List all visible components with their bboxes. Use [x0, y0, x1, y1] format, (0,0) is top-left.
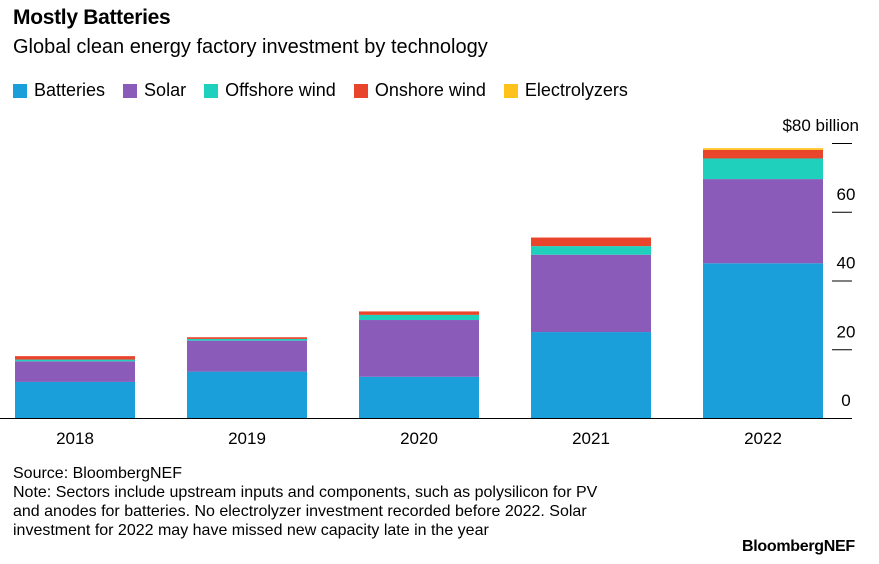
bar-2019-onshore-wind	[187, 337, 307, 339]
legend-item-solar: Solar	[123, 80, 186, 101]
stacked-bar-chart: 2018 2019 2020 2021 2022 0 20 40 60 $80 billion	[0, 116, 859, 448]
legend-swatch-offshore-wind	[204, 83, 219, 98]
legend-swatch-batteries	[13, 83, 27, 98]
bar-2018-offshore-wind	[15, 359, 135, 362]
chart-title: Mostly Batteries	[13, 6, 171, 29]
note-line-3: investment for 2022 may have missed new …	[13, 522, 489, 539]
bar-2021-onshore-wind	[531, 237, 651, 247]
note-line-1: Note: Sectors include upstream inputs an…	[13, 484, 598, 501]
bar-2021-batteries	[531, 332, 651, 418]
bar-2022-onshore-wind	[703, 149, 823, 159]
chart-subtitle: Global clean energy factory investment b…	[13, 36, 488, 58]
bar-2018-batteries	[15, 381, 135, 418]
y-tick-label-60: 60	[837, 185, 856, 204]
y-axis-unit-label: $80 billion	[782, 116, 859, 135]
legend-item-electrolyzers: Electrolyzers	[503, 80, 628, 101]
bar-2019-solar	[187, 340, 307, 372]
y-tick-label-20: 20	[837, 322, 856, 341]
x-tick-label-2022: 2022	[744, 429, 782, 448]
legend-swatch-electrolyzers	[503, 83, 518, 98]
bar-2020-onshore-wind	[359, 311, 479, 315]
note-line-2: and anodes for batteries. No electrolyze…	[13, 503, 587, 520]
bar-2018-onshore-wind	[15, 356, 135, 360]
y-tick-label-0: 0	[841, 391, 850, 410]
bar-2019-offshore-wind	[187, 338, 307, 341]
bar-2022-electrolyzers	[703, 148, 823, 150]
x-tick-label-2020: 2020	[400, 429, 438, 448]
bar-2020-solar	[359, 320, 479, 377]
bar-2020-offshore-wind	[359, 314, 479, 321]
legend-label-solar: Solar	[144, 80, 187, 100]
legend-item-batteries: Batteries	[13, 80, 105, 101]
x-tick-label-2018: 2018	[56, 429, 94, 448]
bar-2019-batteries	[187, 371, 307, 418]
legend-item-offshore-wind: Offshore wind	[204, 80, 336, 101]
bar-2022-batteries	[703, 263, 823, 418]
legend: Batteries Solar Offshore wind Onshore wi…	[13, 80, 646, 101]
source-text: Source: BloombergNEF	[13, 465, 182, 482]
bar-2020-batteries	[359, 376, 479, 418]
footer-notes: Source: BloombergNEF Note: Sectors inclu…	[13, 464, 713, 540]
legend-label-batteries: Batteries	[34, 80, 106, 100]
bar-2021-offshore-wind	[531, 246, 651, 255]
bar-2018-solar	[15, 361, 135, 382]
legend-swatch-solar	[123, 83, 138, 98]
legend-item-onshore-wind: Onshore wind	[353, 80, 486, 101]
bar-2022-solar	[703, 179, 823, 264]
legend-label-offshore-wind: Offshore wind	[225, 80, 336, 100]
y-tick-label-40: 40	[837, 254, 856, 273]
legend-label-onshore-wind: Onshore wind	[374, 80, 486, 100]
brand-logo-text: BloombergNEF	[742, 538, 855, 555]
x-tick-label-2019: 2019	[228, 429, 266, 448]
legend-label-electrolyzers: Electrolyzers	[524, 80, 628, 100]
bar-2021-solar	[531, 254, 651, 333]
legend-swatch-onshore-wind	[353, 83, 368, 98]
bar-2022-offshore-wind	[703, 158, 823, 180]
x-tick-label-2021: 2021	[572, 429, 610, 448]
